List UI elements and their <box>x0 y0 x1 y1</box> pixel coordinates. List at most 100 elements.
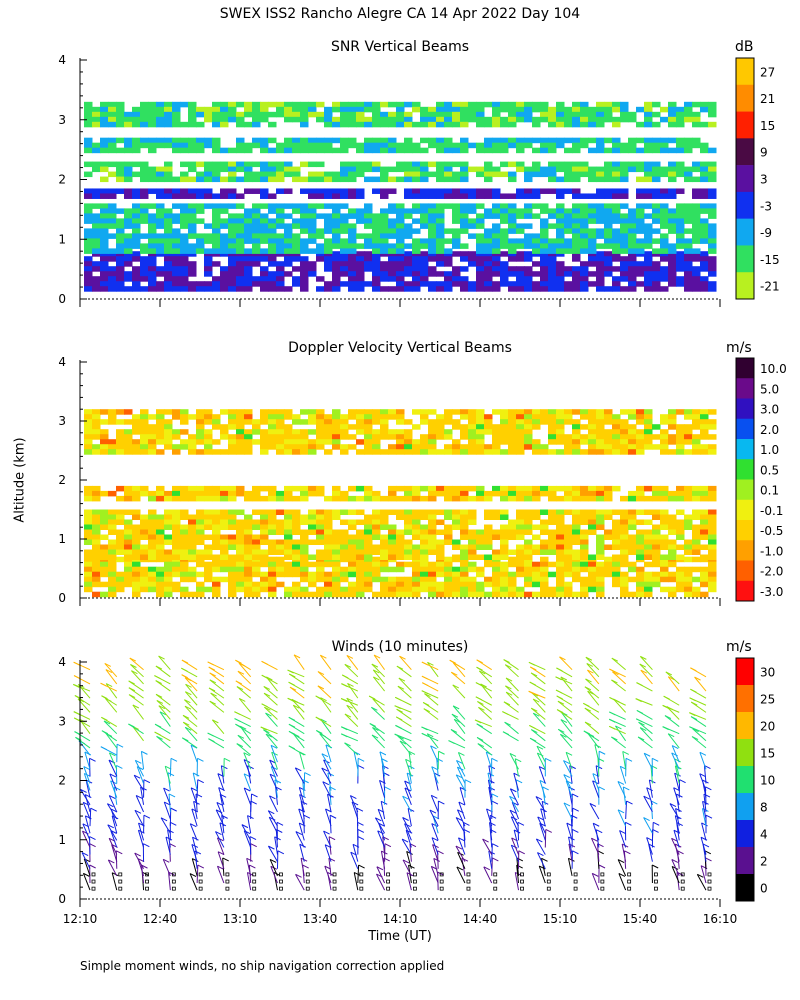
wind-barb-flag <box>456 866 464 871</box>
wind-barb-flag <box>185 691 192 696</box>
heatmap-cell <box>132 534 141 540</box>
heatmap-cell <box>460 176 469 183</box>
heatmap-cell <box>340 566 349 573</box>
heatmap-cell <box>340 419 349 425</box>
heatmap-cell <box>684 434 693 440</box>
heatmap-cell <box>500 137 509 144</box>
heatmap-cell <box>204 524 213 530</box>
heatmap-cell <box>364 571 373 578</box>
heatmap-cell <box>668 101 677 108</box>
heatmap-cell <box>260 193 269 199</box>
wind-barb-flag <box>368 695 376 700</box>
wind-barb <box>265 733 278 749</box>
heatmap-cell <box>92 434 101 440</box>
heatmap-cell <box>468 419 477 425</box>
wind-barb-flag <box>234 718 241 723</box>
heatmap-cell <box>468 544 477 550</box>
wind-barb-flag <box>409 843 417 848</box>
heatmap-cell <box>636 137 645 144</box>
heatmap-cell <box>180 223 189 229</box>
heatmap-cell <box>268 591 277 598</box>
heatmap-cell <box>572 519 581 525</box>
heatmap-cell <box>580 161 589 168</box>
heatmap-cell <box>532 286 541 292</box>
heatmap-cell <box>252 490 261 497</box>
heatmap-cell <box>540 281 549 287</box>
wind-barb <box>537 816 546 834</box>
heatmap-cell <box>140 243 149 249</box>
heatmap-cell <box>532 248 541 254</box>
wind-barb-flag <box>104 662 111 667</box>
heatmap-cell <box>548 243 557 249</box>
heatmap-cell <box>228 116 237 123</box>
heatmap-cell <box>228 271 237 277</box>
heatmap-cell <box>492 171 501 178</box>
heatmap-cell <box>284 233 293 239</box>
heatmap-cell <box>532 121 541 128</box>
heatmap-cell <box>700 281 709 287</box>
heatmap-cell <box>220 176 229 183</box>
heatmap-cell <box>92 161 101 168</box>
heatmap-cell <box>340 171 349 178</box>
heatmap-cell <box>300 561 309 568</box>
heatmap-cell <box>492 566 501 573</box>
heatmap-cell <box>332 251 341 257</box>
heatmap-cell <box>604 556 613 563</box>
heatmap-cell <box>572 576 581 583</box>
heatmap-cell <box>84 566 93 573</box>
heatmap-cell <box>172 554 181 560</box>
heatmap-cell <box>668 561 677 568</box>
heatmap-cell <box>596 514 605 520</box>
wind-barb-flag <box>208 687 216 692</box>
heatmap-cell <box>548 286 557 292</box>
heatmap-cell <box>628 444 637 450</box>
heatmap-cell <box>100 514 109 520</box>
wind-barb <box>184 677 198 692</box>
heatmap-cell <box>476 238 485 244</box>
heatmap-cell <box>612 218 621 224</box>
heatmap-cell <box>372 286 381 292</box>
heatmap-cell <box>324 238 333 244</box>
heatmap-cell <box>356 549 365 555</box>
heatmap-cell <box>628 281 637 287</box>
heatmap-cell <box>164 419 173 425</box>
wind-barb-flag <box>502 731 510 736</box>
heatmap-cell <box>508 137 517 144</box>
wind-barb-flag <box>164 801 171 806</box>
heatmap-cell <box>236 524 245 530</box>
heatmap-cell <box>180 203 189 209</box>
heatmap-cell <box>652 238 661 244</box>
heatmap-cell <box>428 444 437 450</box>
heatmap-cell <box>260 419 269 425</box>
wind-barb-flag <box>517 821 525 826</box>
heatmap-cell <box>164 554 173 560</box>
wind-barb <box>406 872 412 891</box>
heatmap-cell <box>132 544 141 550</box>
heatmap-cell <box>548 271 557 277</box>
heatmap-cell <box>492 147 501 154</box>
heatmap-cell <box>100 434 109 440</box>
heatmap-cell <box>612 188 621 194</box>
heatmap-cell <box>628 544 637 550</box>
heatmap-cell <box>500 276 509 282</box>
heatmap-cell <box>380 223 389 229</box>
heatmap-cell <box>340 429 349 435</box>
heatmap-cell <box>660 439 669 445</box>
heatmap-cell <box>708 248 717 254</box>
heatmap-cell <box>292 591 301 598</box>
heatmap-cell <box>676 243 685 249</box>
heatmap-cell <box>260 188 269 194</box>
heatmap-cell <box>612 566 621 573</box>
heatmap-cell <box>244 171 253 178</box>
heatmap-cell <box>548 106 557 113</box>
wind-barb <box>192 772 198 791</box>
heatmap-cell <box>572 286 581 292</box>
wind-barb <box>380 758 386 777</box>
heatmap-cell <box>660 554 669 560</box>
heatmap-cell <box>636 571 645 578</box>
wind-barb <box>372 727 385 742</box>
heatmap-cell <box>84 514 93 520</box>
heatmap-cell <box>220 519 229 525</box>
heatmap-cell <box>348 271 357 277</box>
heatmap-cell <box>260 286 269 292</box>
